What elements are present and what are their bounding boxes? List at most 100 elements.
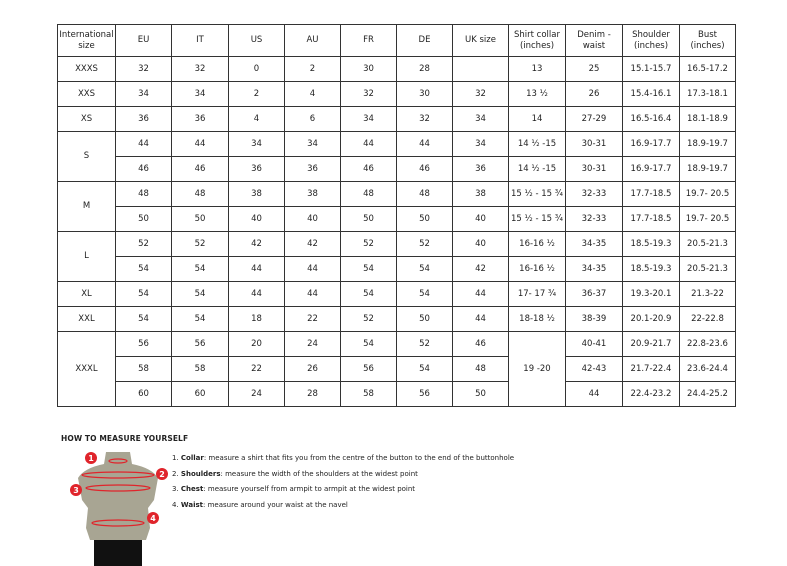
table-cell: 20.1-20.9 — [622, 306, 680, 332]
table-cell: 34-35 — [565, 231, 623, 257]
table-row: XXXS 32 32 0 2 30 28 13 25 15.1-15.7 16.5-17.2 — [57, 56, 736, 82]
table-cell: 23.6-24.4 — [679, 356, 736, 382]
table-cell: 42-43 — [565, 356, 623, 382]
table-cell: 4 — [228, 106, 285, 132]
table-cell: 20.5-21.3 — [679, 231, 736, 257]
column-header: IT — [171, 24, 229, 57]
table-cell: 50 — [171, 206, 229, 232]
table-cell: 34 — [452, 106, 509, 132]
table-cell: 18.1-18.9 — [679, 106, 736, 132]
table-cell: 19.7- 20.5 — [679, 181, 736, 207]
table-row: L 52 52 42 42 52 52 40 16-16 ½ 34-35 18.5-19.3 20.5… — [57, 231, 736, 282]
svg-text:1: 1 — [88, 454, 94, 463]
table-cell: 34 — [171, 81, 229, 107]
table-cell: 54 — [340, 256, 397, 282]
table-cell: 36 — [452, 156, 509, 182]
table-cell: 54 — [396, 281, 453, 307]
size-cell: L — [57, 231, 116, 282]
table-row: 46 46 36 36 46 46 36 14 ½ -15 30-31 16.9-17.7 18.9… — [58, 156, 736, 182]
table-cell: 24.4-25.2 — [679, 381, 736, 407]
table-cell: 40-41 — [565, 331, 623, 357]
table-cell: 18.5-19.3 — [622, 231, 680, 257]
table-cell: 21.3-22 — [679, 281, 736, 307]
table-cell: 18-18 ½ — [508, 306, 566, 332]
table-cell: 17.7-18.5 — [622, 181, 680, 207]
table-cell: 36 — [171, 106, 229, 132]
table-cell: 30-31 — [565, 156, 623, 182]
table-cell: 48 — [396, 181, 453, 207]
torso-shape — [78, 452, 158, 540]
table-cell: 32-33 — [565, 181, 623, 207]
column-header: Denim - waist — [565, 24, 623, 57]
table-cell: 26 — [284, 356, 341, 382]
column-header: FR — [340, 24, 397, 57]
table-cell: 44 — [228, 281, 285, 307]
table-cell: 32 — [340, 81, 397, 107]
table-row: S 44 44 34 34 44 44 34 14 ½ -15 30-31 16.9-17.7 18.… — [57, 131, 736, 182]
table-cell: 27-29 — [565, 106, 623, 132]
table-cell: 16.5-17.2 — [679, 56, 736, 82]
table-cell: 25 — [565, 56, 623, 82]
column-header: UK size — [452, 24, 509, 57]
table-cell: 20 — [228, 331, 285, 357]
table-cell: 22-22.8 — [679, 306, 736, 332]
column-header: EU — [115, 24, 172, 57]
size-cell: S — [57, 131, 116, 182]
table-cell: 44 — [452, 306, 509, 332]
table-cell: 14 — [508, 106, 566, 132]
table-row: XS 36 36 4 6 34 32 34 14 27-29 16.5-16.4 18.1-18.9 — [57, 106, 736, 132]
table-cell: 22.8-23.6 — [679, 331, 736, 357]
measure-title: HOW TO MEASURE YOURSELF — [61, 434, 189, 443]
table-cell: 42 — [228, 231, 285, 257]
table-cell: 48 — [452, 356, 509, 382]
table-cell: 16.9-17.7 — [622, 131, 680, 157]
table-cell: 46 — [396, 156, 453, 182]
table-cell: 46 — [171, 156, 229, 182]
table-cell: 54 — [171, 306, 229, 332]
shorts-shape — [94, 540, 142, 566]
table-cell: 46 — [452, 331, 509, 357]
table-cell — [452, 56, 509, 82]
marker-1: 1 — [85, 452, 97, 464]
table-cell: 15 ½ - 15 ¾ — [508, 206, 566, 232]
table-cell: 44 — [171, 131, 229, 157]
step-collar: 1. Collar: measure a shirt that fits you… — [172, 454, 515, 462]
table-cell: 2 — [228, 81, 285, 107]
table-cell: 16.9-17.7 — [622, 156, 680, 182]
table-cell: 38 — [228, 181, 285, 207]
table-cell: 19.7- 20.5 — [679, 206, 736, 232]
svg-text:2: 2 — [159, 470, 165, 479]
table-cell: 52 — [340, 231, 397, 257]
table-cell: 44 — [284, 281, 341, 307]
table-cell: 14 ½ -15 — [508, 156, 566, 182]
table-cell: 50 — [340, 206, 397, 232]
table-cell: 38 — [284, 181, 341, 207]
marker-2: 2 — [156, 468, 168, 480]
table-cell: 18 — [228, 306, 285, 332]
table-cell: 22.4-23.2 — [622, 381, 680, 407]
table-cell: 16-16 ½ — [508, 256, 566, 282]
table-cell: 28 — [284, 381, 341, 407]
table-cell: 30 — [340, 56, 397, 82]
table-cell: 36 — [284, 156, 341, 182]
table-row: XXXL 56 56 20 24 54 52 46 19 -20 40-41 20.9-21.7 22… — [57, 331, 736, 407]
table-cell: 50 — [115, 206, 172, 232]
svg-text:4: 4 — [150, 514, 156, 523]
table-cell: 34 — [340, 106, 397, 132]
table-cell: 36 — [228, 156, 285, 182]
table-cell: 40 — [228, 206, 285, 232]
table-cell: 40 — [284, 206, 341, 232]
step-waist: 4. Waist: measure around your waist at t… — [172, 500, 348, 509]
table-cell: 0 — [228, 56, 285, 82]
column-header: AU — [284, 24, 341, 57]
table-cell: 32-33 — [565, 206, 623, 232]
table-cell: 52 — [396, 331, 453, 357]
size-cell: XXXL — [57, 331, 116, 407]
table-cell: 56 — [115, 331, 172, 357]
table-cell: 15.1-15.7 — [622, 56, 680, 82]
table-cell: 58 — [115, 356, 172, 382]
table-cell: 48 — [171, 181, 229, 207]
table-cell: 38-39 — [565, 306, 623, 332]
table-cell: 44 — [228, 256, 285, 282]
table-cell: 13 — [508, 56, 566, 82]
